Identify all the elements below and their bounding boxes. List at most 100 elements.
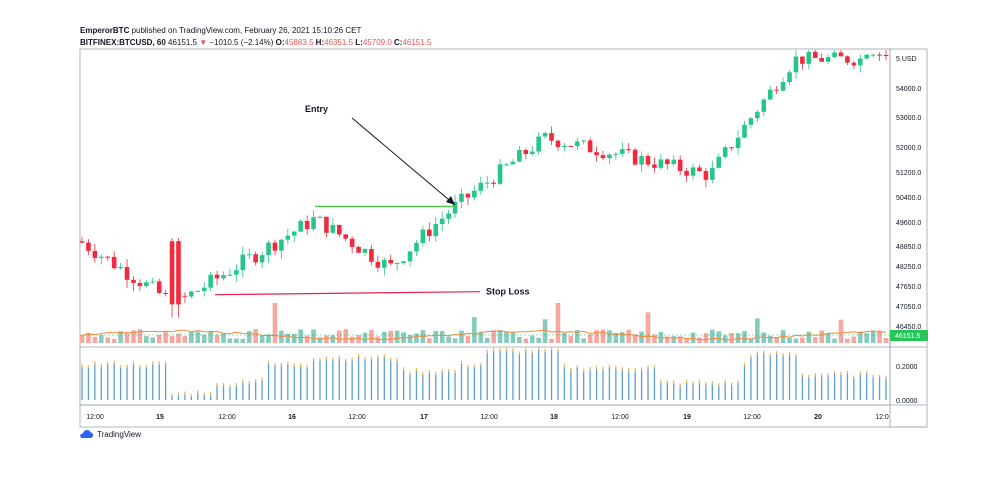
volume-bar: [356, 335, 361, 343]
x-tick-label: 12:00: [611, 414, 629, 421]
volume-bar: [394, 330, 400, 343]
volume-bar: [330, 335, 336, 343]
volume-bar: [549, 338, 554, 343]
candle-body: [877, 54, 882, 56]
volume-bar: [645, 312, 651, 343]
candle-body: [748, 118, 754, 125]
candle-body: [497, 164, 503, 184]
candle-body: [832, 52, 837, 58]
volume-bar: [767, 335, 773, 343]
candle-body: [677, 159, 683, 171]
candle-body: [504, 164, 509, 166]
candle-body: [729, 147, 734, 149]
candle-body: [356, 246, 361, 253]
x-tick-label: 15: [156, 414, 164, 421]
volume-bar: [478, 331, 484, 343]
volume-bar: [716, 331, 722, 343]
volume-bar: [86, 332, 91, 343]
x-tick-label: 16: [288, 414, 296, 421]
candle-body: [214, 274, 220, 279]
candles-group: [79, 50, 889, 318]
low-label: L:: [355, 38, 363, 47]
candle-body: [484, 182, 490, 184]
volume-bar: [497, 330, 503, 343]
volume-bar: [819, 330, 824, 343]
volume-bar: [755, 318, 760, 343]
x-tick-label: 19: [683, 414, 691, 421]
candle-body: [619, 149, 625, 154]
candle-body: [517, 150, 522, 162]
y-tick-label: 51200.0: [896, 170, 921, 177]
candle-body: [394, 263, 400, 265]
volume-bar: [317, 337, 323, 343]
volume-bar: [870, 331, 876, 343]
osc-tick-label: 0.2000: [896, 364, 918, 371]
candle-body: [613, 153, 619, 155]
candle-body: [755, 111, 760, 119]
candle-body: [433, 224, 439, 237]
volume-bar: [877, 330, 882, 343]
candle-body: [671, 159, 677, 165]
candle-body: [806, 51, 812, 64]
candle-body: [774, 89, 779, 91]
candle-body: [208, 274, 213, 288]
volume-bar: [214, 334, 220, 343]
candle-body: [703, 171, 709, 180]
candle-body: [298, 220, 303, 232]
x-tick-label: 12:0: [875, 414, 889, 421]
volume-bar: [665, 336, 670, 343]
candle-body: [182, 295, 188, 297]
volume-bar: [542, 319, 548, 343]
volume-bar: [838, 319, 844, 343]
candle-body: [523, 150, 529, 155]
volume-bar: [98, 334, 104, 343]
volume-bar: [407, 334, 413, 343]
volume-bar: [343, 329, 349, 343]
volume-bar: [472, 317, 477, 343]
candle-body: [574, 141, 580, 147]
ohlc-line: BITFINEX:BTCUSD, 60 46151.5 ▼ −1010.5 (−…: [80, 38, 920, 47]
candle-body: [665, 159, 670, 165]
volume-bar: [845, 338, 850, 343]
x-tick-label: 12:00: [480, 414, 498, 421]
volume-bar: [195, 331, 201, 343]
y-tick-label: 49600.0: [896, 220, 921, 227]
candle-body: [439, 218, 445, 225]
volume-bar: [259, 335, 265, 343]
candle-body: [883, 54, 889, 56]
volume-bar: [150, 337, 156, 343]
candle-body: [716, 156, 722, 168]
volume-bar: [285, 333, 291, 343]
y-tick-label: 53000.0: [896, 115, 921, 122]
volume-bar: [272, 303, 278, 343]
stop-loss-label: Stop Loss: [486, 287, 530, 297]
volume-bar: [452, 338, 458, 343]
candle-body: [845, 56, 850, 63]
candle-body: [375, 261, 381, 268]
volume-bar: [382, 331, 387, 343]
volume-bar: [176, 333, 181, 343]
candle-body: [124, 267, 130, 280]
osc-tick-label: 0.0000: [896, 398, 918, 405]
candle-body: [105, 256, 111, 258]
volume-bar: [137, 329, 143, 343]
candle-body: [864, 54, 870, 59]
candle-body: [607, 154, 612, 159]
tradingview-logo: TradingView: [80, 430, 141, 439]
volume-group: [79, 303, 889, 343]
candle-body: [291, 231, 297, 236]
y-tick-label: 48850.0: [896, 244, 921, 251]
volume-bar: [600, 329, 606, 343]
candle-body: [536, 136, 541, 152]
volume-bar: [465, 335, 471, 343]
stop-loss-line: [214, 291, 481, 296]
candle-body: [632, 149, 638, 165]
volume-bar: [619, 331, 625, 343]
candle-body: [581, 140, 586, 142]
candle-body: [388, 259, 394, 264]
entry-arrow-line: [351, 117, 456, 206]
candle-body: [414, 243, 419, 252]
candle-body: [690, 167, 696, 176]
volume-bar: [240, 338, 246, 343]
